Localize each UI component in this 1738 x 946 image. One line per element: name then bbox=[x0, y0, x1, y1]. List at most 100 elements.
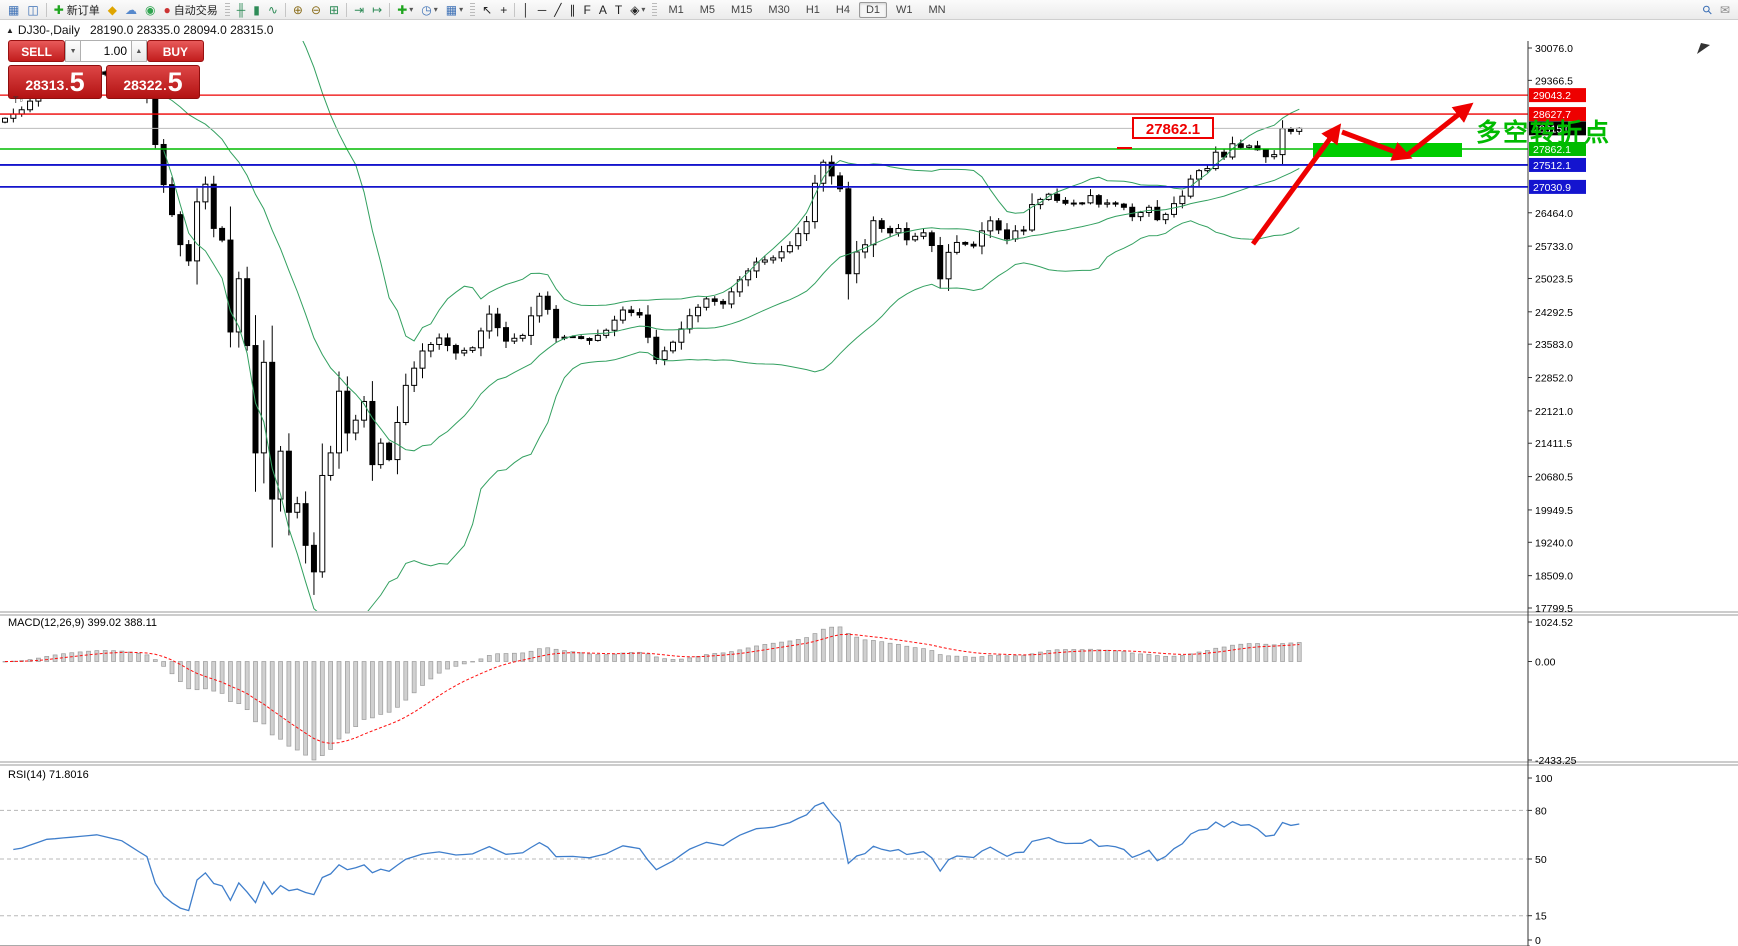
price-tick-label: 19949.5 bbox=[1535, 505, 1573, 517]
search-button[interactable]: ⚲ bbox=[1699, 1, 1716, 19]
candle-body bbox=[945, 251, 952, 280]
macd-histogram-bar bbox=[804, 637, 809, 662]
candle-body bbox=[477, 330, 484, 349]
macd-histogram-bar bbox=[244, 661, 250, 711]
signals-button[interactable]: ◉ bbox=[141, 1, 159, 19]
buy-price-button[interactable]: 28322 . 5 bbox=[106, 65, 200, 99]
new-order-button[interactable]: ✚ 新订单 bbox=[50, 1, 104, 19]
macd-signal-line bbox=[4, 633, 1300, 744]
templates-button[interactable]: ▦ ▾ bbox=[442, 1, 467, 19]
timeframe-d1-button[interactable]: D1 bbox=[858, 1, 887, 18]
candle-body bbox=[260, 361, 267, 454]
chart-shift-button[interactable]: ↦ bbox=[368, 1, 386, 19]
volume-decrease-button[interactable]: ▼ bbox=[65, 40, 81, 62]
macd-histogram-bar bbox=[370, 661, 375, 719]
timeframe-m5-button[interactable]: M5 bbox=[699, 3, 715, 16]
bollinger-lower-band bbox=[163, 150, 1300, 611]
sell-price-button[interactable]: 28313 . 5 bbox=[8, 65, 102, 99]
candle-body bbox=[728, 291, 735, 305]
candles-group[interactable] bbox=[2, 69, 1303, 595]
timeframe-w1-button[interactable]: W1 bbox=[896, 3, 913, 16]
chat-button[interactable]: ✉ bbox=[1716, 1, 1734, 19]
macd-histogram-bar bbox=[1046, 650, 1052, 662]
zoom-out-button[interactable]: ⊖ bbox=[307, 1, 325, 19]
toolbar-separator bbox=[514, 2, 516, 17]
macd-histogram-bar bbox=[887, 642, 893, 662]
macd-histogram-bar bbox=[687, 657, 693, 662]
crosshair-button[interactable]: + bbox=[496, 1, 511, 19]
chart-canvas[interactable]: 29043.2 28627.7 28315.0 27862.1 27512.1 27030… bbox=[0, 20, 1738, 946]
timeframe-h4-button[interactable]: H4 bbox=[835, 3, 850, 16]
rsi-pane[interactable] bbox=[0, 801, 1528, 917]
tile-windows-button[interactable]: ⊞ bbox=[325, 1, 343, 19]
line-chart-button[interactable]: ∿ bbox=[264, 1, 282, 19]
autotrading-button[interactable]: ● 自动交易 bbox=[159, 1, 221, 19]
macd-histogram-bar bbox=[954, 655, 960, 662]
turning-point-note[interactable]: 多空转折点 bbox=[1476, 119, 1612, 147]
arrows-button[interactable]: ◈ ▾ bbox=[626, 1, 649, 19]
sell-button[interactable]: SELL bbox=[8, 40, 66, 62]
macd-histogram-bar bbox=[537, 648, 542, 662]
community-button[interactable]: ☁ bbox=[121, 1, 141, 19]
text-button[interactable]: A bbox=[595, 1, 611, 19]
candlestick-chart-button[interactable]: ▮ bbox=[249, 1, 264, 19]
fibonacci-button[interactable]: F bbox=[579, 1, 594, 19]
trend-arrow[interactable] bbox=[1341, 129, 1413, 161]
chevron-down-icon[interactable]: ▾ bbox=[409, 5, 414, 14]
timeframe-h1-button[interactable]: H1 bbox=[805, 3, 820, 16]
indicators-button: ✚ bbox=[397, 2, 408, 17]
cursor-button[interactable]: ↖ bbox=[478, 1, 496, 19]
styler-button[interactable]: ◆ bbox=[104, 1, 121, 19]
price-badge-label: 27512.1 bbox=[1533, 160, 1571, 172]
macd-histogram-bar bbox=[729, 651, 734, 662]
trend-arrow[interactable] bbox=[1250, 123, 1342, 246]
new-order-button: ✚ bbox=[53, 2, 64, 17]
macd-histogram-bar bbox=[645, 653, 651, 662]
candle-body bbox=[870, 220, 877, 246]
trendline-button[interactable]: ╱ bbox=[550, 1, 565, 19]
indicators-button[interactable]: ✚ ▾ bbox=[393, 1, 417, 19]
chevron-down-icon[interactable]: ▾ bbox=[641, 5, 646, 14]
volume-input[interactable] bbox=[81, 40, 131, 62]
timeframe-mn-button[interactable]: MN bbox=[928, 3, 946, 16]
zoom-in-button[interactable]: ⊕ bbox=[289, 1, 307, 19]
periods-button[interactable]: ◷ ▾ bbox=[417, 1, 442, 19]
auto-scroll-button[interactable]: ⇥ bbox=[350, 1, 368, 19]
line-chart-icon: ∿ bbox=[267, 2, 278, 17]
new-order-label: 新订单 bbox=[66, 4, 100, 17]
market-watch-button[interactable]: ▦ bbox=[4, 1, 23, 19]
macd-pane[interactable] bbox=[2, 626, 1302, 761]
macd-histogram-bar bbox=[754, 645, 759, 662]
timeframe-m30-button[interactable]: M30 bbox=[768, 3, 790, 16]
bar-chart-button[interactable]: ╫ bbox=[233, 1, 250, 19]
main-pane[interactable] bbox=[2, 20, 1303, 624]
chevron-down-icon[interactable]: ▾ bbox=[459, 5, 464, 14]
price-badge-label: 29043.2 bbox=[1533, 90, 1571, 102]
candle-body bbox=[219, 227, 226, 241]
buy-button[interactable]: BUY bbox=[146, 40, 204, 62]
macd-histogram-bar bbox=[1163, 656, 1169, 662]
trend-arrow[interactable] bbox=[1404, 102, 1474, 158]
chevron-down-icon[interactable]: ▾ bbox=[433, 5, 438, 14]
support-price-label[interactable]: 27862.1 bbox=[1132, 117, 1214, 139]
macd-histogram-bar bbox=[470, 661, 475, 663]
macd-histogram-bar bbox=[912, 647, 918, 662]
candle-body bbox=[1162, 213, 1169, 221]
collapse-icon[interactable]: ▲ bbox=[6, 26, 14, 35]
timeframe-m1-button[interactable]: M1 bbox=[668, 3, 684, 16]
macd-histogram-bar bbox=[144, 654, 150, 662]
macd-histogram-bar bbox=[1230, 644, 1235, 662]
horizontal-line-button[interactable]: ─ bbox=[534, 1, 551, 19]
vertical-line-button[interactable]: │ bbox=[518, 1, 534, 19]
equidistant-channel-button[interactable]: ∥ bbox=[565, 1, 579, 19]
candle-body bbox=[402, 384, 409, 423]
toolbar-separator bbox=[389, 2, 391, 17]
volume-increase-button[interactable]: ▲ bbox=[131, 40, 147, 62]
text-label-button[interactable]: T bbox=[611, 1, 626, 19]
macd-histogram-bar bbox=[253, 661, 258, 723]
data-window-button[interactable]: ◫ bbox=[23, 1, 42, 19]
macd-histogram-bar bbox=[1021, 655, 1027, 662]
toolbar-separator bbox=[284, 2, 286, 17]
timeframe-m15-button[interactable]: M15 bbox=[731, 3, 753, 16]
macd-histogram-bar bbox=[445, 661, 450, 670]
